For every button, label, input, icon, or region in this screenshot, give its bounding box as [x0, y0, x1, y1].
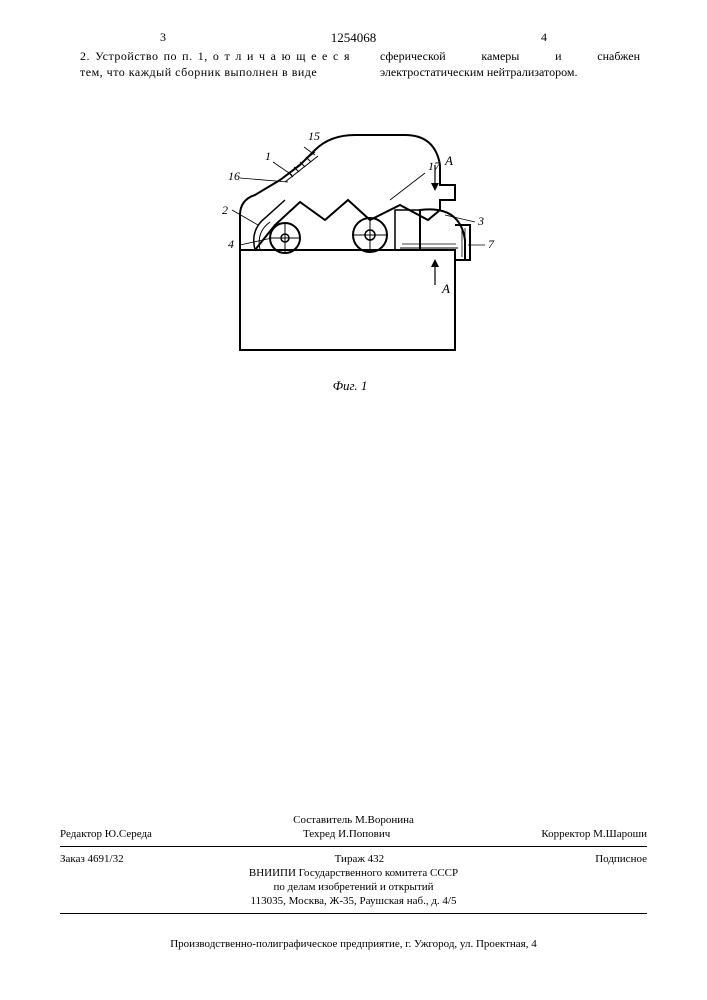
svg-text:2: 2 [222, 203, 228, 217]
printer-line: Производственно-полиграфическое предприя… [60, 938, 647, 950]
tech-line: Техред И.Попович [303, 828, 390, 840]
editor-line: Редактор Ю.Середа [60, 828, 152, 840]
compiler-line: Составитель М.Воронина [60, 814, 647, 826]
page-number-right: 4 [541, 30, 547, 45]
document-number: 1254068 [0, 30, 707, 46]
text-column-left: 2. Устройство по п. 1, о т л и ч а ю щ е… [80, 48, 350, 80]
svg-text:7: 7 [488, 237, 495, 251]
tirazh-line: Тираж 432 [335, 853, 385, 865]
svg-text:А: А [441, 281, 450, 296]
order-line: Заказ 4691/32 [60, 853, 124, 865]
org-line-2: по делам изобретений и открытий [60, 881, 647, 893]
figure-1: 15 1 16 2 4 17 3 7 А А Фиг. 1 [180, 110, 520, 390]
figure-svg: 15 1 16 2 4 17 3 7 А А [180, 110, 520, 370]
svg-text:17: 17 [428, 159, 441, 173]
svg-text:А: А [444, 153, 453, 168]
svg-text:3: 3 [477, 214, 484, 228]
svg-text:4: 4 [228, 237, 234, 251]
svg-text:16: 16 [228, 169, 240, 183]
svg-text:15: 15 [308, 129, 320, 143]
footer-block: Составитель М.Воронина Редактор Ю.Середа… [60, 812, 647, 920]
text-column-right: сферической камеры и снабжен электростат… [380, 48, 640, 80]
podpisnoe-line: Подписное [595, 853, 647, 865]
corrector-line: Корректор М.Шароши [541, 828, 647, 840]
org-line-1: ВНИИПИ Государственного комитета СССР [60, 867, 647, 879]
address-line: 113035, Москва, Ж-35, Раушская наб., д. … [60, 895, 647, 907]
svg-text:1: 1 [265, 149, 271, 163]
figure-label: Фиг. 1 [180, 378, 520, 394]
